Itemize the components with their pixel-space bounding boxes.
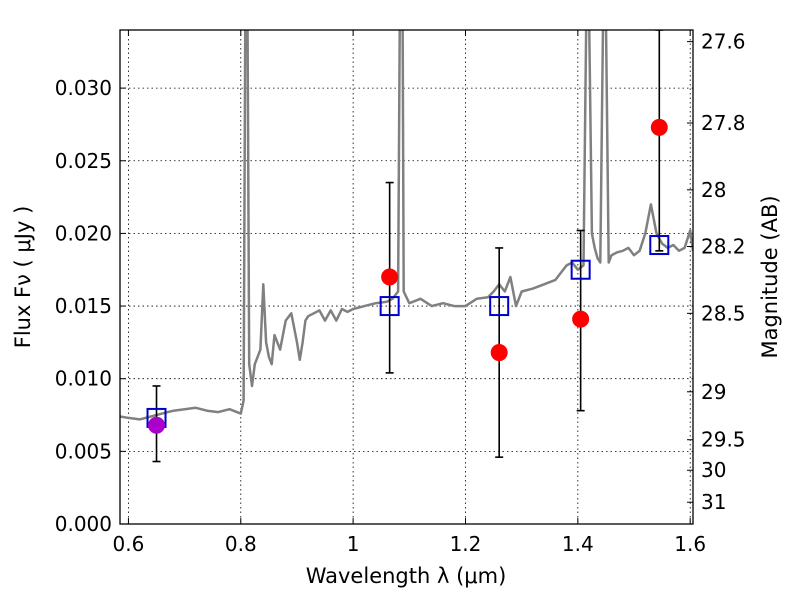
right-tick-label: 27.6 — [701, 30, 746, 54]
observed-point — [650, 118, 668, 136]
x-tick-label: 1 — [347, 532, 360, 556]
y-tick-label: 0.030 — [55, 76, 112, 100]
model-point — [570, 259, 591, 280]
y-tick-label: 0.010 — [55, 367, 112, 391]
y-tick-label: 0.015 — [55, 294, 112, 318]
plot-area — [120, 30, 693, 524]
y-tick-label: 0.020 — [55, 221, 112, 245]
right-tick-label: 28.2 — [701, 234, 746, 258]
right-tick-label: 28 — [701, 178, 726, 202]
x-axis-label: Wavelength λ (μm) — [306, 564, 507, 588]
ticks: 0.6 0.8 1 1.2 1.4 1.6 0.000 0.005 0.010 0.015 0.02… — [55, 30, 746, 556]
y-axis-label: Flux Fν ( μJy ) — [11, 206, 35, 349]
plot-content — [120, 30, 693, 463]
plot-frame — [119, 29, 694, 525]
x-tick-label: 1.4 — [562, 532, 594, 556]
right-tick-label: 31 — [701, 490, 726, 514]
x-tick-label: 1.6 — [674, 532, 706, 556]
y-tick-label: 0.025 — [55, 149, 112, 173]
model-point — [649, 235, 670, 256]
model-point — [379, 296, 400, 317]
right-tick-label: 28.5 — [701, 301, 746, 325]
spectrum-line — [120, 30, 693, 421]
overlap-point — [148, 416, 166, 434]
observed-point — [490, 344, 508, 362]
right-axis-label: Magnitude (AB) — [758, 195, 782, 358]
right-tick-label: 29 — [701, 380, 726, 404]
y-tick-label: 0.005 — [55, 439, 112, 463]
y-tick-label: 0.000 — [55, 512, 112, 536]
observed-point — [381, 268, 399, 286]
x-tick-label: 0.8 — [225, 532, 257, 556]
right-tick-label: 30 — [701, 458, 726, 482]
x-tick-label: 1.2 — [450, 532, 482, 556]
x-tick-label: 0.6 — [113, 532, 145, 556]
right-tick-label: 27.8 — [701, 111, 746, 135]
model-point — [489, 296, 510, 317]
right-tick-label: 29.5 — [701, 428, 746, 452]
observed-point — [572, 310, 590, 328]
